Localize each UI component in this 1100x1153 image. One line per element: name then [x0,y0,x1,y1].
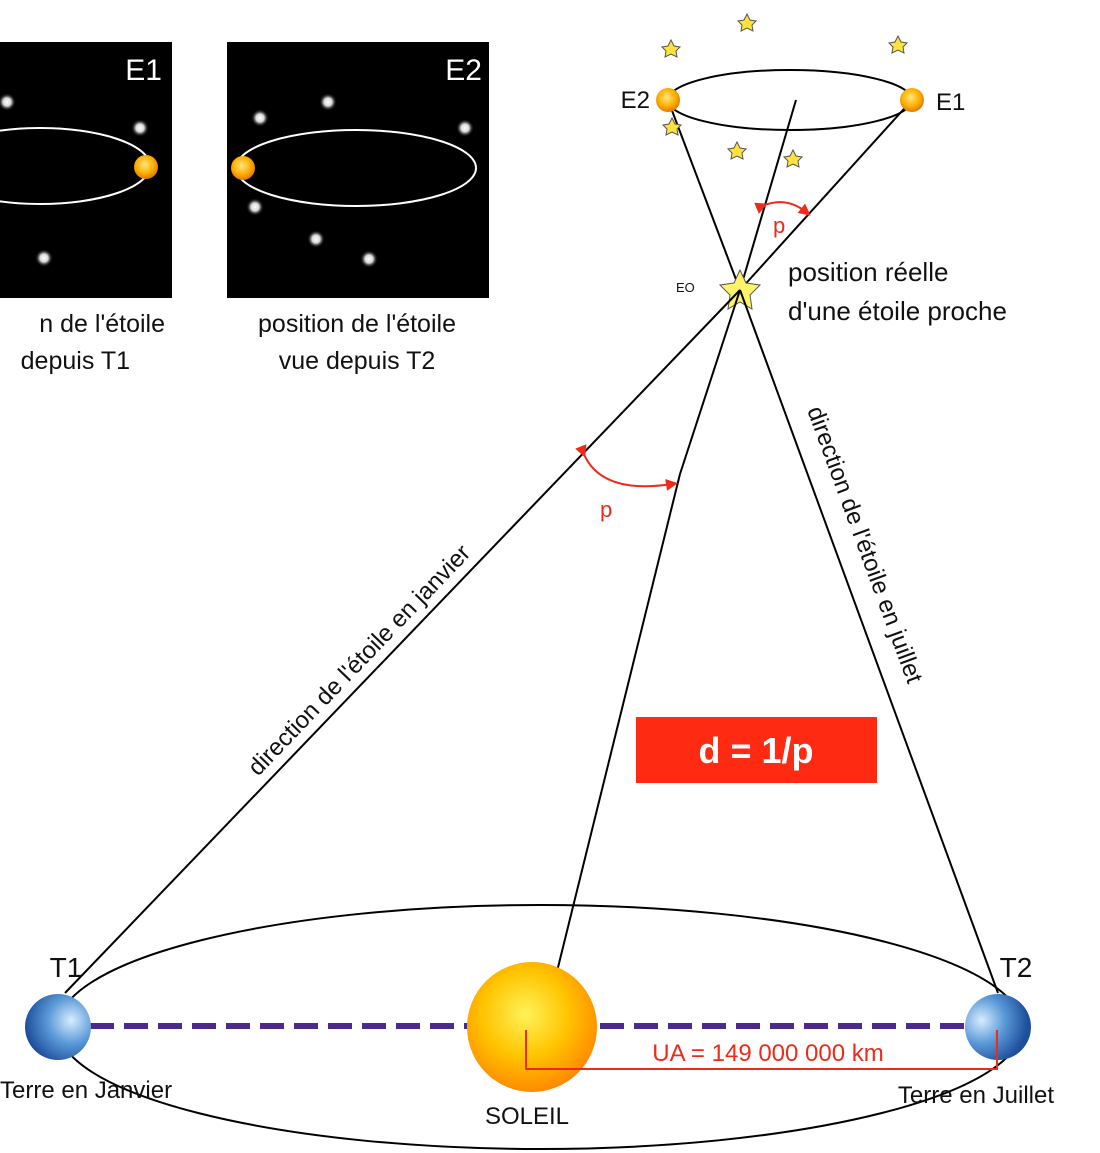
inset-e2-star [456,119,474,137]
inset-e2-label: E2 [445,54,482,87]
sun-star-axis-top [739,99,797,291]
au-distance-label: UA = 149 000 000 km [652,1040,884,1067]
january-direction-label: direction de l'étoile en janvier [243,540,476,782]
inset-e2-apparent-position [231,156,255,180]
earth-july-icon [965,994,1031,1060]
background-star-icon [660,38,682,58]
inset-e1-label: E1 [125,54,162,87]
inset-e2-star [246,198,264,216]
earth-orbit-group: UA = 149 000 000 km T1 T2 Terre en Janvi… [0,904,1054,1150]
inset-e1-apparent-position [134,155,158,179]
au-bracket [525,1030,998,1070]
background-star-icon [661,116,683,136]
background-star-icon [736,12,758,32]
earth-july-label: Terre en Juillet [898,1082,1054,1109]
earth-january-label: Terre en Janvier [0,1077,172,1104]
star-caption: position réelle [788,257,948,287]
sun-star-axis [544,473,681,1021]
parallax-arc-top [754,201,811,216]
inset-e1: E1 n de l'étoile depuis T1 [0,42,172,375]
near-star-label: EO [676,280,695,295]
line-to-e1 [739,99,913,291]
parallax-label-top: p [773,213,785,238]
apparent-position-e1 [900,88,924,112]
background-star-icon [887,34,909,54]
sky-group: E2 E1 p EO position réelle d'une étoile … [621,12,1007,326]
inset-e1-caption: depuis T1 [21,347,130,375]
january-direction-line [64,289,741,994]
inset-e1-star [131,119,149,137]
inset-e2-caption: vue depuis T2 [279,347,436,375]
parallax-arc-mid [575,444,678,491]
inset-e2-star [319,93,337,111]
inset-e2: E2 position de l'étoile vue depuis T2 [227,42,489,375]
inset-e2-caption: position de l'étoile [258,310,456,338]
inset-e2-star [360,250,378,268]
inset-e2-star [251,109,269,127]
background-star-icon [726,140,748,160]
background-star-icon [782,148,804,168]
direction-lines: direction de l'étoile en janvier directi… [64,289,999,1021]
sky-label-e1: E1 [936,89,965,116]
formula-box: d = 1/p [636,717,877,783]
line-to-e2 [667,99,741,291]
inset-e1-caption: n de l'étoile [39,310,165,338]
formula-background [636,717,877,783]
earth-january-icon [25,994,91,1060]
inset-e2-background [227,42,489,298]
star-caption: d'une étoile proche [788,296,1007,326]
apparent-position-e2 [656,88,680,112]
inset-e1-star [0,93,16,111]
sun-star-axis-upper [679,289,741,475]
t2-label: T2 [1000,952,1033,983]
july-direction-label: direction de l'étoile en juillet [801,403,928,687]
inset-e2-star [307,230,325,248]
sun-icon [467,962,597,1092]
parallax-label-mid: p [600,497,612,522]
formula-text: d = 1/p [698,730,813,771]
inset-e1-star [35,249,53,267]
july-direction-line [739,289,999,994]
t1-label: T1 [50,952,83,983]
sun-label: SOLEIL [485,1103,569,1130]
sky-label-e2: E2 [621,87,650,114]
